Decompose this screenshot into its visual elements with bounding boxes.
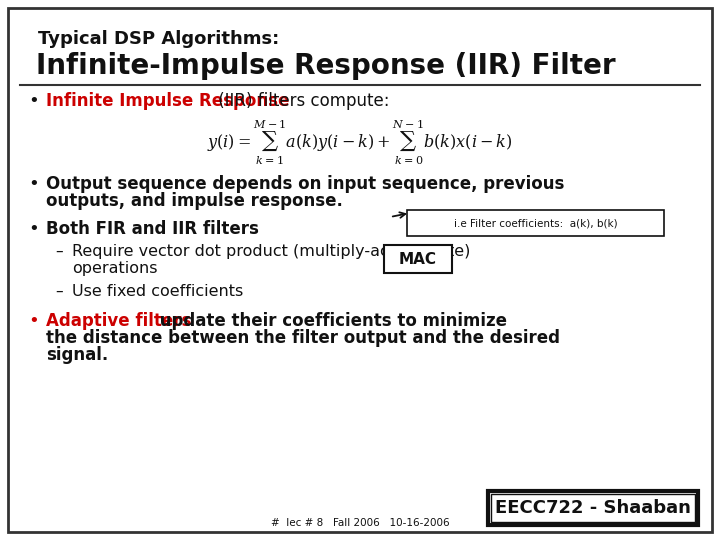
Text: #  lec # 8   Fall 2006   10-16-2006: # lec # 8 Fall 2006 10-16-2006	[271, 518, 449, 528]
Text: –: –	[55, 284, 63, 299]
FancyBboxPatch shape	[488, 491, 698, 525]
Text: EECC722 - Shaaban: EECC722 - Shaaban	[495, 499, 691, 517]
Text: $y(i) = \sum_{k=1}^{M-1} a(k)y(i-k) + \sum_{k=0}^{N-1} b(k)x(i-k)$: $y(i) = \sum_{k=1}^{M-1} a(k)y(i-k) + \s…	[207, 117, 513, 167]
Text: i.e Filter coefficients:  a(k), b(k): i.e Filter coefficients: a(k), b(k)	[454, 218, 617, 228]
Text: Infinite Impulse Response: Infinite Impulse Response	[46, 92, 289, 110]
FancyBboxPatch shape	[407, 210, 664, 236]
Text: Both FIR and IIR filters: Both FIR and IIR filters	[46, 220, 259, 238]
Text: Adaptive filters: Adaptive filters	[46, 312, 192, 330]
Text: signal.: signal.	[46, 346, 108, 364]
Text: Require vector dot product (multiply-accumulate): Require vector dot product (multiply-acc…	[72, 244, 470, 259]
Text: •: •	[28, 175, 39, 193]
Text: Output sequence depends on input sequence, previous: Output sequence depends on input sequenc…	[46, 175, 564, 193]
Text: •: •	[28, 312, 39, 330]
Text: MAC: MAC	[399, 252, 437, 267]
FancyBboxPatch shape	[8, 8, 712, 532]
Text: Infinite-Impulse Response (IIR) Filter: Infinite-Impulse Response (IIR) Filter	[36, 52, 616, 80]
Text: update their coefficients to minimize: update their coefficients to minimize	[154, 312, 507, 330]
Text: •: •	[28, 220, 39, 238]
Text: Use fixed coefficients: Use fixed coefficients	[72, 284, 243, 299]
FancyBboxPatch shape	[384, 245, 452, 273]
FancyBboxPatch shape	[491, 494, 695, 522]
Text: operations: operations	[72, 261, 158, 276]
Text: (IIR) filters compute:: (IIR) filters compute:	[213, 92, 390, 110]
Text: outputs, and impulse response.: outputs, and impulse response.	[46, 192, 343, 210]
Text: –: –	[55, 244, 63, 259]
Text: Typical DSP Algorithms:: Typical DSP Algorithms:	[38, 30, 279, 48]
Text: •: •	[28, 92, 39, 110]
Text: the distance between the filter output and the desired: the distance between the filter output a…	[46, 329, 560, 347]
